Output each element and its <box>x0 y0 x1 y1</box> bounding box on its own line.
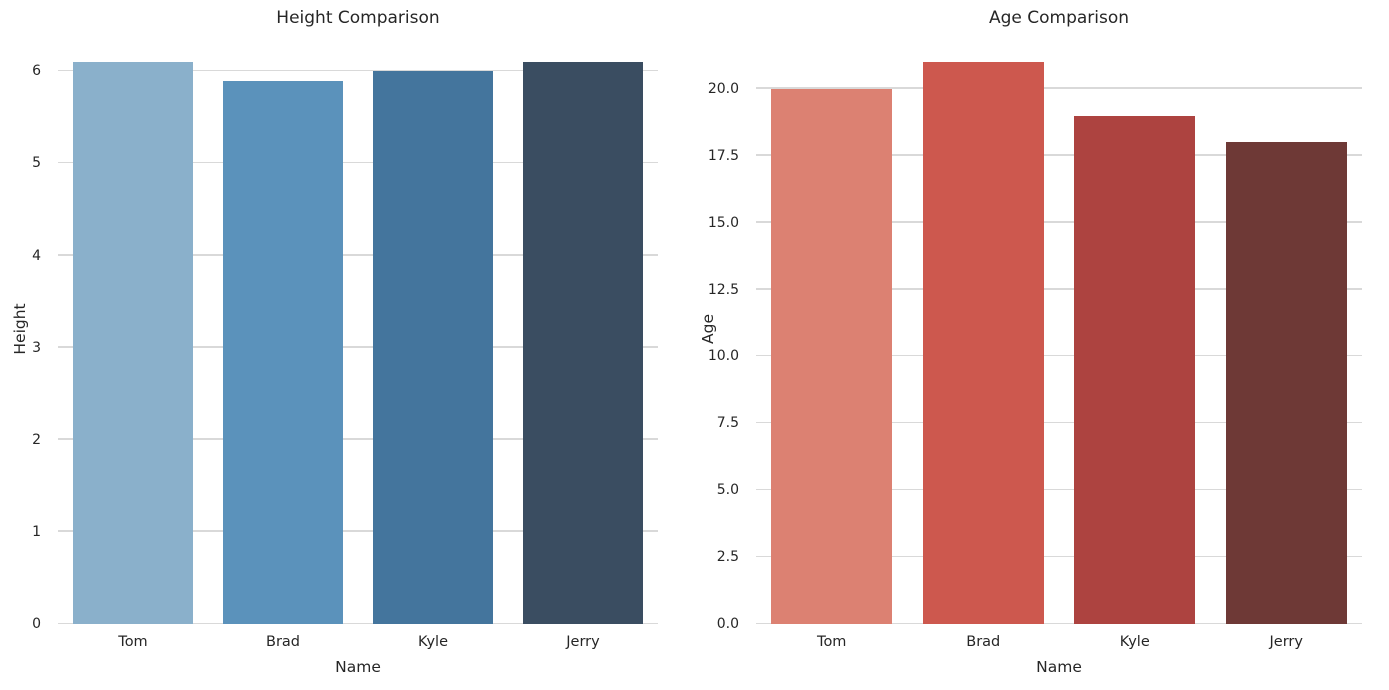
y-tick-label: 20.0 <box>707 80 739 97</box>
y-tick-label: 5.0 <box>716 482 739 499</box>
gridline <box>58 69 658 72</box>
x-axis-label: Name <box>335 658 381 676</box>
x-tick-label: Tom <box>118 634 148 650</box>
gridline <box>58 530 658 532</box>
y-tick-label: 0.0 <box>716 616 739 632</box>
x-tick-label: Brad <box>966 634 1001 650</box>
gridline <box>58 622 658 624</box>
gridline <box>58 346 658 348</box>
bar-jerry <box>523 62 643 624</box>
bar-brad <box>223 80 343 624</box>
y-tick-label: 15.0 <box>707 214 739 231</box>
y-tick-label: 2 <box>32 431 41 448</box>
y-tick-label: 1 <box>32 523 41 540</box>
chart-panel-age: Age Comparison Age 0.0 2.5 5.0 7.5 10.0 12.5 1… <box>694 0 1389 690</box>
gridline <box>756 421 1362 424</box>
chart-title: Age Comparison <box>988 8 1130 28</box>
y-axis: 0 1 2 3 4 5 6 <box>0 34 50 632</box>
y-tick-label: 3 <box>32 339 41 356</box>
bar-kyle <box>373 71 493 624</box>
x-tick-label: Jerry <box>1269 634 1303 650</box>
x-tick-label: Tom <box>817 634 847 650</box>
gridline <box>756 87 1362 89</box>
chart-title: Height Comparison <box>276 8 440 28</box>
y-tick-label: 6 <box>32 63 41 80</box>
y-tick-label: 12.5 <box>707 281 739 298</box>
y-tick-label: 4 <box>32 247 41 264</box>
gridline <box>756 288 1362 290</box>
gridline <box>756 555 1362 558</box>
plot-area <box>58 34 658 624</box>
x-axis: Tom Brad Kyle Jerry <box>58 634 658 656</box>
bar-tom <box>771 88 893 624</box>
bar-jerry <box>1225 142 1347 624</box>
x-tick-label: Jerry <box>566 634 600 650</box>
gridline <box>756 154 1362 156</box>
gridline <box>58 254 658 256</box>
gridline <box>756 354 1362 357</box>
x-tick-label: Kyle <box>1119 634 1150 650</box>
y-tick-label: 7.5 <box>716 415 739 432</box>
y-tick-label: 17.5 <box>707 147 739 164</box>
bar-kyle <box>1074 115 1196 624</box>
gridline <box>756 221 1362 223</box>
gridline <box>58 438 658 440</box>
bar-brad <box>922 62 1044 624</box>
x-axis: Tom Brad Kyle Jerry <box>756 634 1362 656</box>
x-tick-label: Kyle <box>418 634 448 650</box>
gridline <box>58 161 658 164</box>
x-axis-label: Name <box>1036 658 1082 676</box>
bar-tom <box>73 62 193 624</box>
gridline <box>756 622 1362 624</box>
y-axis: 0.0 2.5 5.0 7.5 10.0 12.5 15.0 17.5 20.0 <box>694 34 748 632</box>
y-tick-label: 0 <box>32 616 41 632</box>
y-tick-label: 2.5 <box>716 549 739 566</box>
y-tick-label: 10.0 <box>707 348 739 365</box>
gridline <box>756 488 1362 491</box>
x-tick-label: Brad <box>266 634 300 650</box>
plot-area <box>756 34 1362 624</box>
y-tick-label: 5 <box>32 155 41 172</box>
